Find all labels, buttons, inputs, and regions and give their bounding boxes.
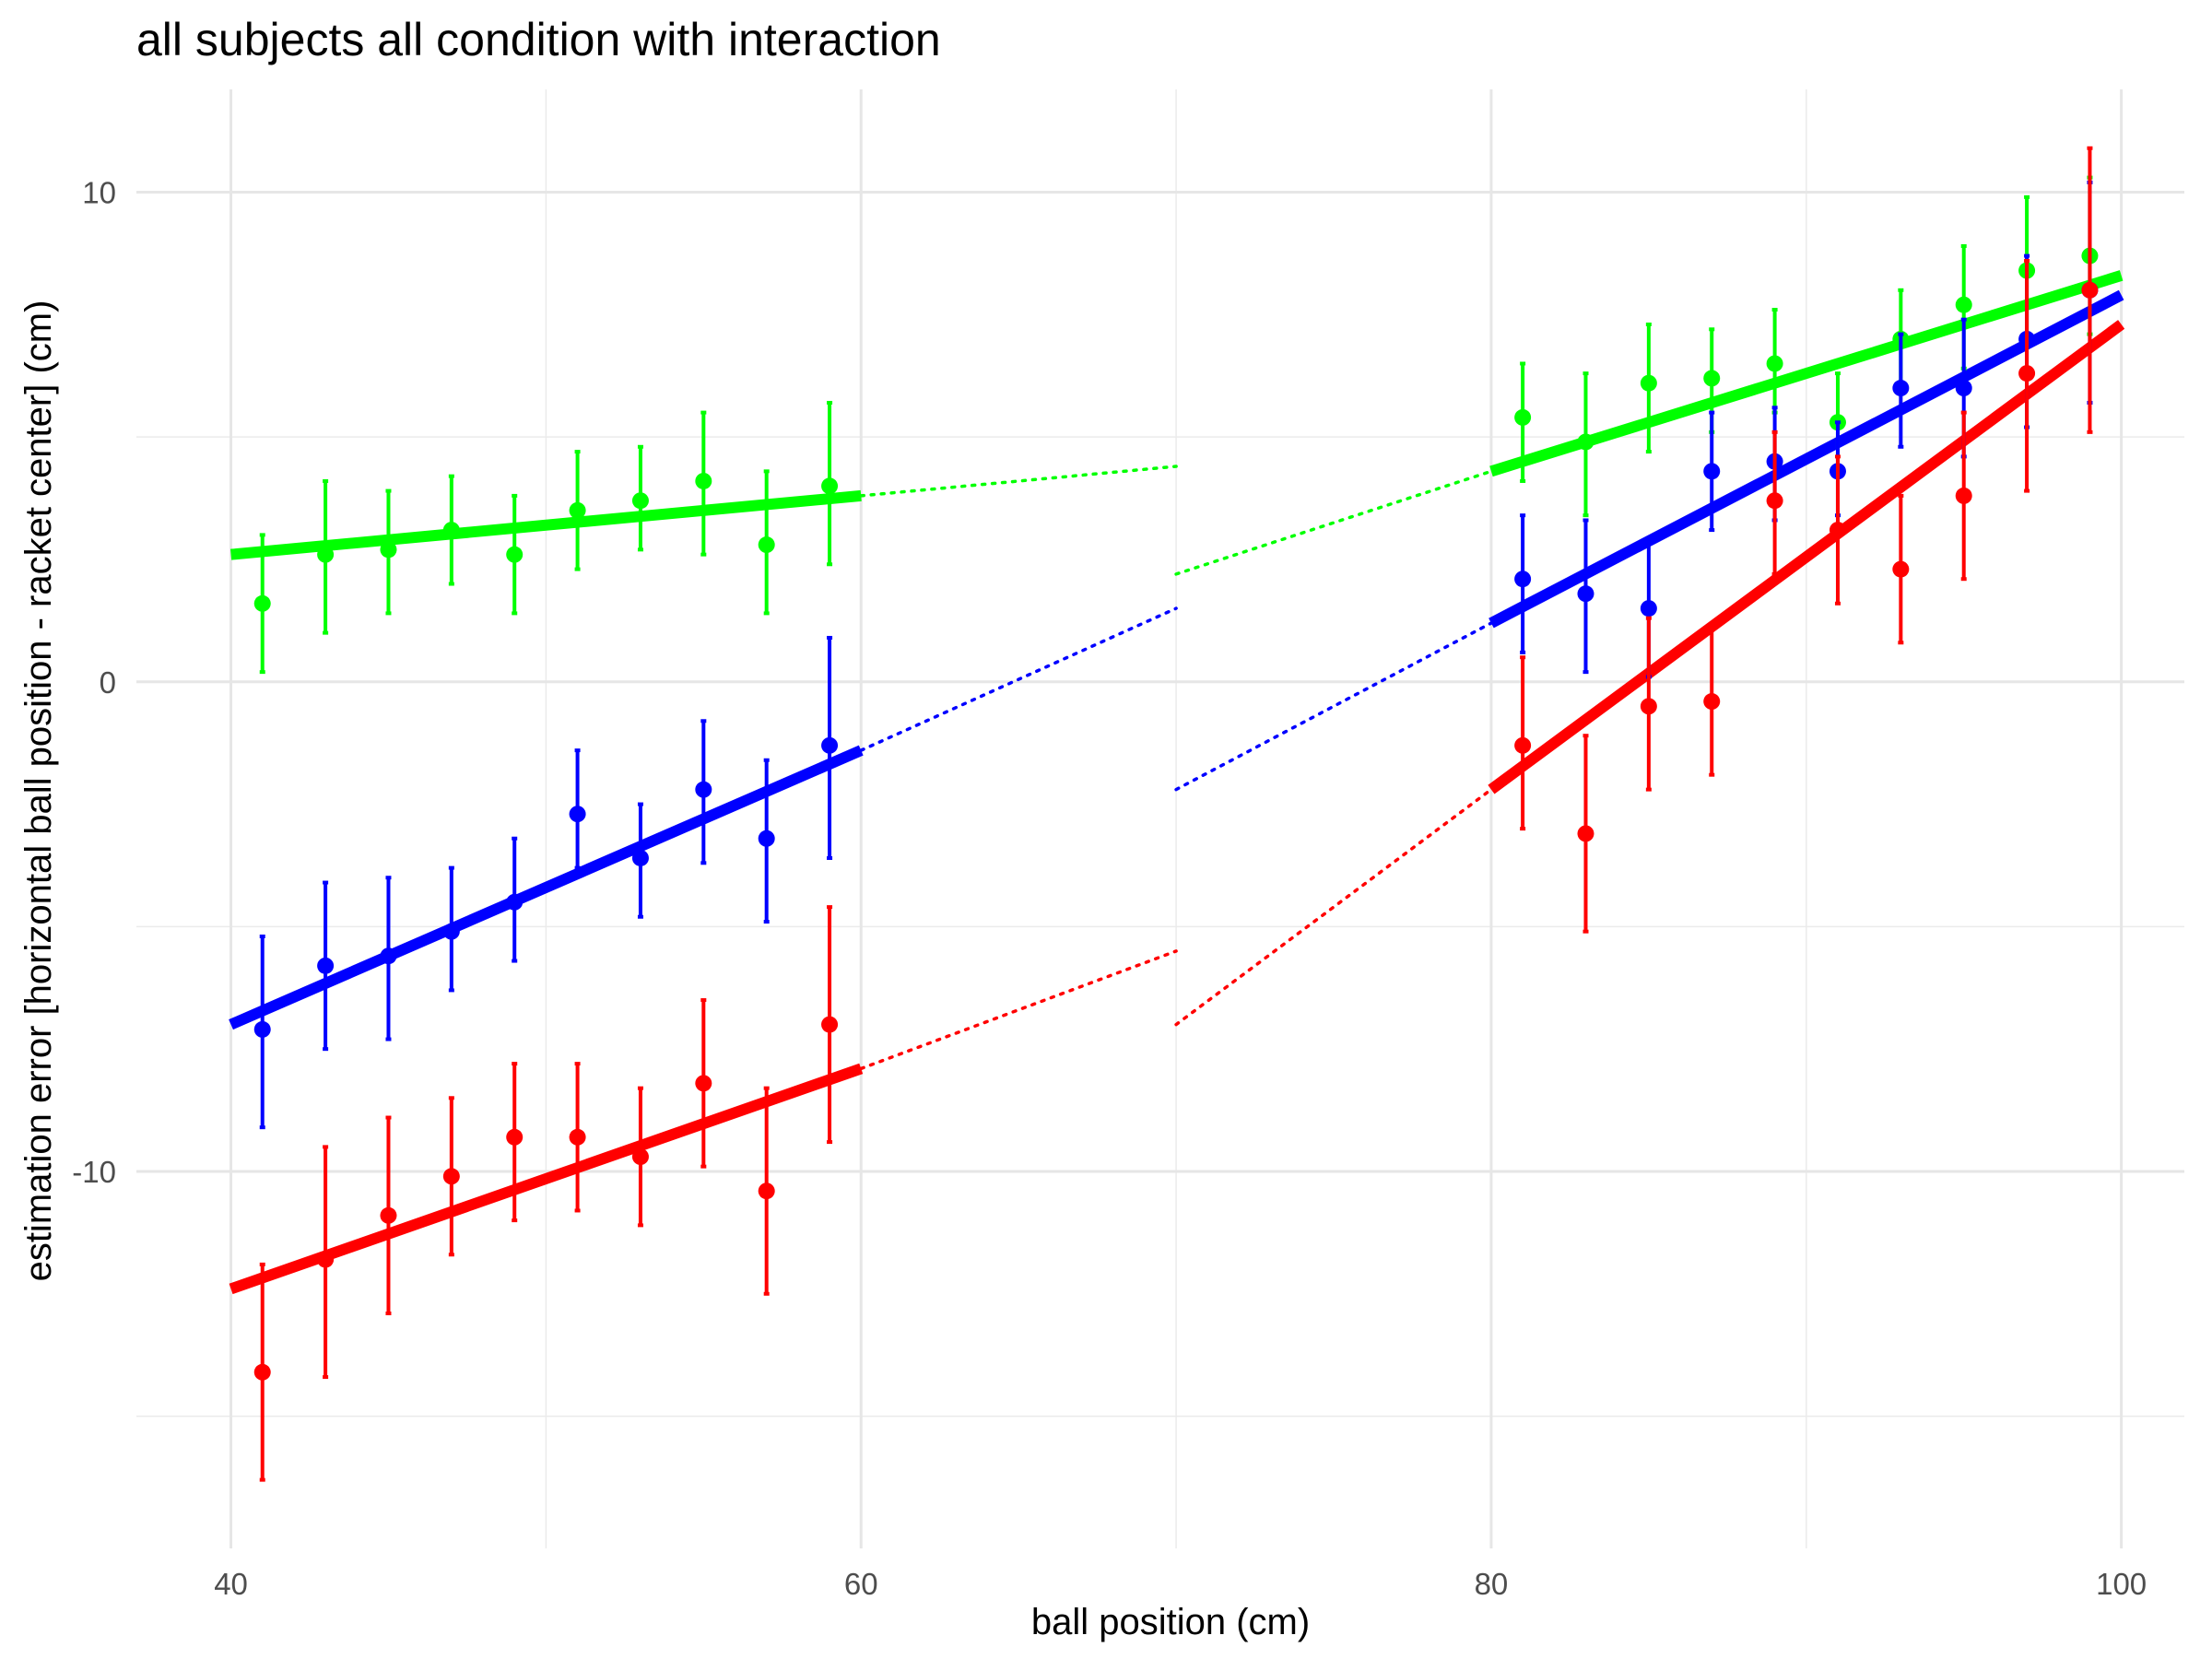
- data-point: [317, 546, 335, 563]
- data-point: [380, 541, 397, 559]
- data-point: [380, 947, 397, 965]
- dotted-connector: [1174, 621, 1493, 792]
- data-point: [1703, 370, 1721, 387]
- data-point: [1577, 433, 1594, 451]
- fit-line: [229, 745, 864, 1030]
- data-point: [1892, 560, 1910, 578]
- data-point: [569, 806, 586, 823]
- data-point: [1766, 355, 1783, 372]
- data-point: [1829, 522, 1846, 539]
- data-point: [1514, 736, 1532, 754]
- data-point: [1640, 374, 1657, 392]
- data-point: [695, 472, 712, 489]
- data-point: [821, 736, 839, 754]
- y-tick-label: 10: [82, 176, 116, 210]
- data-point: [1955, 487, 1972, 504]
- data-point: [442, 522, 460, 539]
- data-point: [758, 830, 775, 847]
- data-point: [631, 1148, 649, 1166]
- data-point: [758, 536, 775, 554]
- data-point: [631, 492, 649, 510]
- data-point: [569, 1128, 586, 1146]
- fit-line: [1488, 289, 2124, 629]
- dotted-connector: [859, 949, 1178, 1071]
- dotted-connector: [1174, 787, 1493, 1027]
- data-point: [1577, 585, 1594, 603]
- dotted-connector: [1174, 469, 1493, 576]
- data-point: [442, 1168, 460, 1185]
- data-point: [253, 594, 271, 612]
- data-point: [821, 477, 839, 495]
- data-point: [758, 1182, 775, 1200]
- data-point: [1640, 698, 1657, 715]
- data-point: [1955, 380, 1972, 397]
- data-point: [253, 1020, 271, 1038]
- x-tick-label: 60: [844, 1567, 878, 1601]
- data-point: [631, 849, 649, 866]
- data-point: [1766, 492, 1783, 510]
- data-point: [380, 1206, 397, 1224]
- data-point: [1577, 825, 1594, 842]
- data-point: [569, 501, 586, 519]
- data-point: [1892, 380, 1910, 397]
- data-point: [506, 893, 524, 911]
- data-point: [506, 546, 524, 563]
- dotted-connector: [859, 465, 1178, 498]
- data-point: [442, 923, 460, 940]
- y-axis-label: estimation error [horizontal ball positi…: [18, 300, 59, 1282]
- fit-line: [229, 489, 862, 560]
- fit-lines: [229, 270, 2125, 1295]
- data-point: [253, 1363, 271, 1381]
- x-tick-label: 40: [214, 1567, 248, 1601]
- data-point: [2081, 281, 2099, 299]
- data-point: [1703, 463, 1721, 480]
- x-tick-label: 80: [1475, 1567, 1509, 1601]
- y-tick-label: -10: [72, 1155, 116, 1189]
- x-axis-label: ball position (cm): [1031, 1602, 1310, 1642]
- data-point: [317, 957, 335, 974]
- x-tick-label: 100: [2096, 1567, 2147, 1601]
- dotted-connector: [859, 606, 1178, 752]
- data-point: [1640, 600, 1657, 618]
- chart-title: all subjects all condition with interact…: [136, 14, 941, 65]
- grid: [136, 89, 2184, 1548]
- data-point: [695, 1075, 712, 1092]
- data-point: [821, 1016, 839, 1033]
- fit-line: [229, 1063, 864, 1295]
- fit-line: [1488, 320, 2125, 794]
- data-point: [317, 1251, 335, 1268]
- data-point: [1703, 693, 1721, 711]
- tick-labels: 40 60 80 100 -10 0 10: [72, 176, 2147, 1601]
- y-tick-label: 0: [100, 665, 116, 700]
- data-point: [695, 781, 712, 798]
- data-point: [2018, 365, 2036, 382]
- data-point: [1514, 571, 1532, 588]
- data-point: [1955, 296, 1972, 313]
- data-point: [1514, 408, 1532, 426]
- data-point: [506, 1128, 524, 1146]
- data-marks: [253, 146, 2099, 1482]
- fit-line: [1489, 270, 2124, 477]
